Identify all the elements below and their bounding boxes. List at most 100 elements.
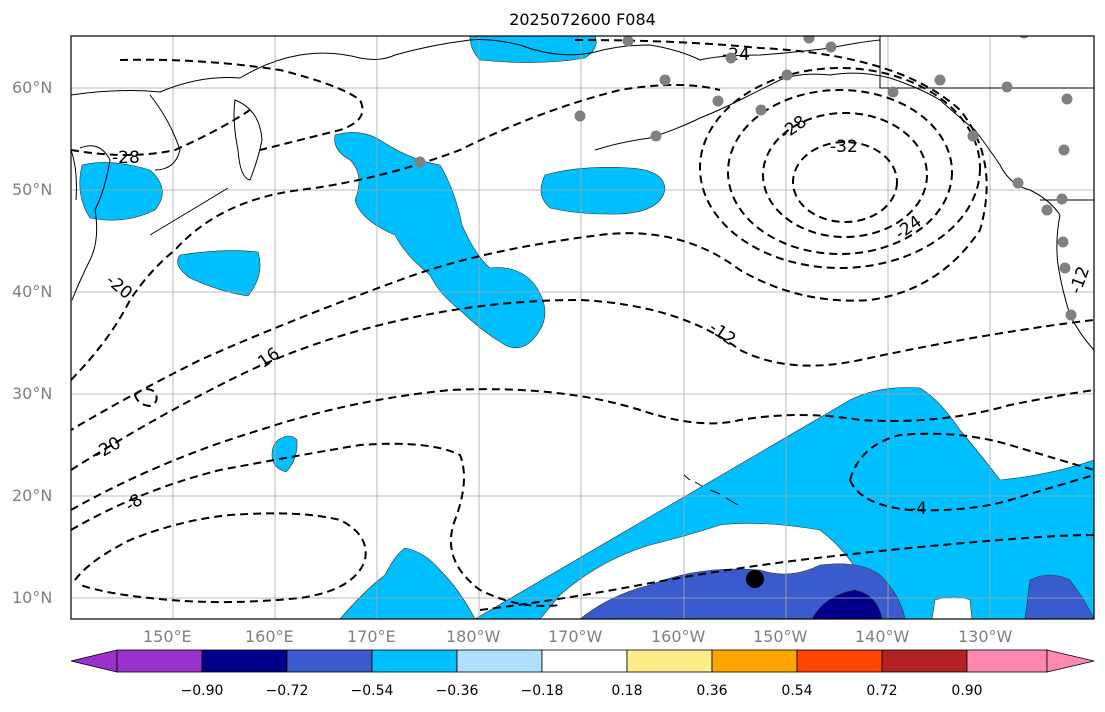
- lon-label: 160°W: [651, 627, 706, 646]
- contour-16: [71, 84, 721, 381]
- coast-kamchatka: [233, 99, 263, 181]
- coastlines: [71, 36, 1094, 506]
- colorbar-extend-low: [70, 649, 118, 673]
- contour-small-loop: [133, 388, 158, 408]
- station-dot: [1041, 204, 1053, 216]
- colorbar-segment: [881, 649, 968, 673]
- lon-label: 150°E: [143, 627, 192, 646]
- lat-label: 40°N: [12, 282, 53, 301]
- lat-label: 10°N: [12, 588, 53, 607]
- shaded-field: [79, 36, 1094, 619]
- station-dot: [1001, 81, 1013, 93]
- station-markers: [414, 36, 1077, 321]
- lon-label: 150°W: [753, 627, 808, 646]
- shade-region-midpac: [540, 167, 666, 215]
- grid: [71, 36, 1094, 619]
- colorbar-segment: [626, 649, 713, 673]
- coast-nw-america: [1056, 214, 1094, 351]
- shade-region-central: [334, 132, 546, 349]
- lon-label: 130°W: [958, 627, 1013, 646]
- shade-region-mid-blue-east: [1024, 574, 1094, 619]
- contour-28-nw: [71, 109, 251, 156]
- shade-region-dark-blue: [811, 589, 883, 619]
- lon-label: 140°W: [855, 627, 910, 646]
- colorbar-segment: [796, 649, 883, 673]
- colorbar-tick-label: −0.54: [350, 683, 394, 699]
- station-dot: [1058, 144, 1070, 156]
- coast-korea: [71, 149, 77, 201]
- contour-label: -4: [910, 499, 927, 519]
- colorbar-extend-high: [1046, 649, 1095, 673]
- station-dot: [1065, 309, 1077, 321]
- coast-okhotsk: [149, 94, 181, 171]
- colorbar-segment: [711, 649, 798, 673]
- station-dot: [1061, 93, 1073, 105]
- station-dot: [803, 36, 815, 44]
- coast-aleutians: [594, 79, 781, 151]
- shade-region-small: [271, 435, 298, 473]
- shade-region-west: [177, 250, 261, 297]
- colorbar-tick-label: 0.72: [866, 683, 898, 699]
- contour-label: -24: [722, 45, 750, 65]
- contour-24-inner: [699, 67, 981, 269]
- contour-24: [71, 39, 988, 431]
- colorbar-tick-label: −0.90: [180, 683, 224, 699]
- colorbar-segment: [116, 649, 203, 673]
- station-dot: [887, 86, 899, 98]
- colorbar-segment: [371, 649, 458, 673]
- contour-28: [727, 89, 953, 255]
- station-dot: [712, 95, 724, 107]
- station-dot: [1012, 177, 1024, 189]
- station-dot: [755, 104, 767, 116]
- colorbar-segment: [541, 649, 628, 673]
- contour-label: -32: [830, 137, 858, 157]
- contour-lines: [71, 39, 1094, 611]
- colorbar: [70, 649, 1095, 673]
- station-dot: [934, 74, 946, 86]
- colorbar-tick-label: −0.36: [435, 683, 479, 699]
- lon-label: 160°E: [245, 627, 294, 646]
- lon-label: 170°W: [548, 627, 603, 646]
- station-dot: [825, 41, 837, 53]
- map-title: 2025072600 F084: [509, 10, 656, 29]
- colorbar-segment: [456, 649, 543, 673]
- station-dot: [650, 130, 662, 142]
- lat-label: 20°N: [12, 486, 53, 505]
- lon-label: 180°W: [446, 627, 501, 646]
- lon-label: 170°E: [347, 627, 396, 646]
- coast-gulf-alaska: [779, 72, 1061, 216]
- contour-8: [71, 442, 561, 607]
- station-dot: [1059, 262, 1071, 274]
- contour-trough: [479, 534, 1094, 611]
- coast-canada-border: [879, 36, 1094, 89]
- station-dot: [622, 36, 634, 47]
- lat-label: 60°N: [12, 78, 53, 97]
- colorbar-tick-label: 0.36: [696, 683, 728, 699]
- station-dot: [781, 69, 793, 81]
- colorbar-segment: [201, 649, 288, 673]
- coast-hawaii: [683, 474, 739, 506]
- station-dot: [1056, 193, 1068, 205]
- map-frame: [70, 35, 1095, 620]
- contour-32: [792, 141, 898, 223]
- station-dot: [967, 130, 979, 142]
- contour-20: [71, 298, 1094, 471]
- storm-center-marker: [746, 570, 764, 588]
- contour-4b: [849, 474, 1094, 512]
- contour-28-inner: [762, 112, 928, 238]
- contour-low: [74, 512, 367, 604]
- coast-kurils: [149, 187, 229, 236]
- coast-japan: [71, 145, 111, 301]
- station-dot: [414, 156, 426, 168]
- contour-4: [849, 432, 1094, 481]
- station-dot: [574, 110, 586, 122]
- white-hole: [931, 596, 973, 619]
- colorbar-tick-label: 0.90: [951, 683, 983, 699]
- station-dot: [1057, 236, 1069, 248]
- contour-20-west: [119, 58, 364, 151]
- station-dot: [1019, 36, 1029, 39]
- colorbar-segment: [286, 649, 373, 673]
- colorbar-tick-label: 0.54: [781, 683, 813, 699]
- shade-region-kuril: [79, 162, 163, 221]
